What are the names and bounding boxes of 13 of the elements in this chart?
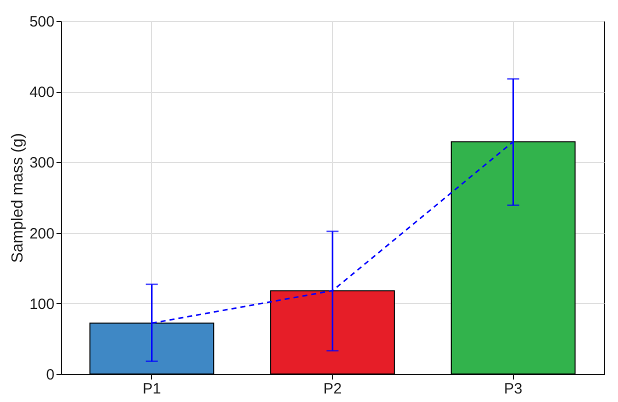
x-tick-label: P3 — [504, 380, 522, 398]
y-axis-title: Sampled mass (g) — [9, 133, 26, 263]
x-tick-label: P2 — [323, 380, 342, 398]
y-tick-label: 400 — [29, 84, 54, 102]
y-tick-label: 200 — [29, 225, 54, 242]
x-tick-label: P1 — [142, 380, 161, 398]
bar — [89, 322, 214, 374]
y-tick-label: 300 — [29, 154, 54, 172]
y-tick-label: 0 — [46, 366, 54, 384]
y-tick-label: 500 — [29, 14, 54, 30]
bar — [270, 290, 395, 374]
y-tick-label: 100 — [29, 296, 54, 313]
bar — [450, 141, 576, 374]
